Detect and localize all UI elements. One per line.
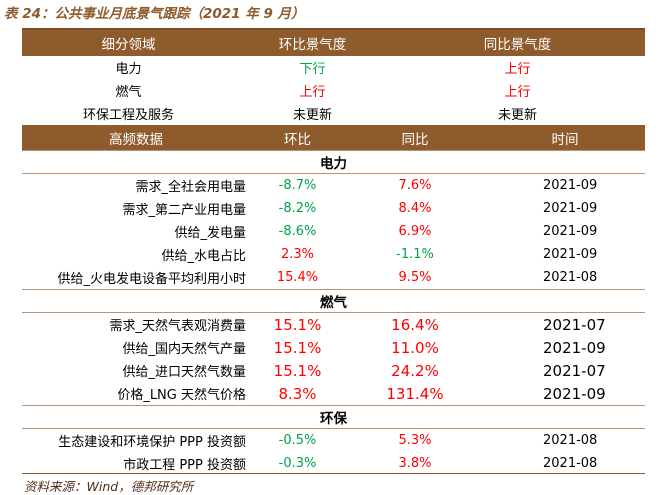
yoy-value: -1.1% <box>396 247 434 262</box>
date-value: 2021-08 <box>543 456 598 471</box>
bottom-rule <box>22 473 645 474</box>
mom-value: -0.3% <box>278 456 317 471</box>
mom-value: -8.2% <box>278 201 317 216</box>
indicator-label: 市政工程 PPP 投资额 <box>123 458 246 473</box>
indicator-label: 需求_全社会用电量 <box>135 180 246 195</box>
summary-header-sector: 细分领域 <box>22 30 235 56</box>
hf-header-date: 时间 <box>485 126 645 151</box>
section-row: 燃气 <box>22 289 645 313</box>
high-frequency-body: 高频数据 环比 同比 时间 电力需求_全社会用电量 -8.7% 7.6% 2021-0… <box>22 126 645 475</box>
mom-value: -8.6% <box>278 224 317 239</box>
indicator-label: 需求_天然气表观消费量 <box>109 319 246 334</box>
summary-yoy-trend: 未更新 <box>390 102 645 126</box>
date-value: 2021-07 <box>543 315 606 334</box>
mom-value: 2.3% <box>280 247 315 262</box>
date-value: 2021-07 <box>543 361 606 380</box>
indicator-label: 价格_LNG 天然气价格 <box>117 388 246 403</box>
summary-header-yoy: 同比景气度 <box>390 30 645 56</box>
section-title: 燃气 <box>22 289 645 313</box>
mom-value: 15.1% <box>273 361 322 380</box>
table-row: 价格_LNG 天然气价格 8.3% 131.4% 2021-09 <box>22 382 645 406</box>
mom-value: 15.1% <box>273 315 322 334</box>
mom-value: 15.4% <box>276 270 319 285</box>
summary-table: 细分领域 环比景气度 同比景气度 电力 下行 上行 燃气 上行 上行 环保工程及服务 未更新未… <box>22 30 645 126</box>
date-value: 2021-08 <box>543 433 598 448</box>
yoy-value: 16.4% <box>391 315 439 334</box>
indicator-label: 生态建设和环境保护 PPP 投资额 <box>58 435 246 450</box>
source-note: 资料来源：Wind，德邦研究所 <box>24 479 194 494</box>
summary-row: 环保工程及服务 未更新 未更新 <box>22 102 645 126</box>
summary-row: 燃气 上行 上行 <box>22 79 645 102</box>
yoy-value: 24.2% <box>391 361 439 380</box>
mom-value: 8.3% <box>278 384 317 403</box>
table-row: 供给_发电量 -8.6% 6.9% 2021-09 <box>22 220 645 243</box>
table-row: 供给_进口天然气数量 15.1% 24.2% 2021-07 <box>22 359 645 382</box>
date-value: 2021-08 <box>543 270 598 285</box>
yoy-value: 131.4% <box>386 384 444 403</box>
table-row: 生态建设和环境保护 PPP 投资额 -0.5% 5.3% 2021-08 <box>22 429 645 453</box>
yoy-value: 6.9% <box>398 224 432 239</box>
indicator-label: 供给_火电发电设备平均利用小时 <box>57 272 246 287</box>
mom-value: -8.7% <box>278 178 317 193</box>
hf-header-yoy: 同比 <box>345 126 485 151</box>
high-frequency-table: 高频数据 环比 同比 时间 电力需求_全社会用电量 -8.7% 7.6% 2021-0… <box>22 126 645 475</box>
summary-mom-trend: 下行 <box>299 62 326 77</box>
title-rule <box>22 28 645 30</box>
indicator-label: 供给_水电占比 <box>161 249 246 264</box>
table-row: 供给_水电占比 2.3% -1.1% 2021-09 <box>22 243 645 266</box>
section-title: 环保 <box>22 405 645 429</box>
date-value: 2021-09 <box>543 201 598 216</box>
yoy-value: 7.6% <box>398 178 432 193</box>
indicator-label: 供给_发电量 <box>174 226 246 241</box>
yoy-value: 9.5% <box>398 270 432 285</box>
mom-value: 15.1% <box>273 338 322 357</box>
section-row: 环保 <box>22 405 645 429</box>
table-row: 需求_全社会用电量 -8.7% 7.6% 2021-09 <box>22 174 645 198</box>
summary-header-row: 细分领域 环比景气度 同比景气度 <box>22 30 645 56</box>
summary-yoy-trend: 上行 <box>504 62 531 77</box>
date-value: 2021-09 <box>543 338 606 357</box>
mom-value: -0.5% <box>278 433 317 448</box>
yoy-value: 5.3% <box>398 433 432 448</box>
date-value: 2021-09 <box>543 247 598 262</box>
summary-yoy-trend: 上行 <box>504 85 531 100</box>
yoy-value: 11.0% <box>391 338 439 357</box>
date-value: 2021-09 <box>543 384 606 403</box>
hf-header-mom: 环比 <box>250 126 345 151</box>
table-title: 表 24：公共事业月底景气跟踪（2021 年 9 月） <box>4 6 305 22</box>
summary-row: 电力 下行 上行 <box>22 56 645 79</box>
hf-header-row: 高频数据 环比 同比 时间 <box>22 126 645 151</box>
table-row: 供给_火电发电设备平均利用小时 15.4% 9.5% 2021-08 <box>22 266 645 290</box>
indicator-label: 供给_国内天然气产量 <box>122 342 246 357</box>
date-value: 2021-09 <box>543 178 598 193</box>
section-title: 电力 <box>22 150 645 174</box>
summary-sector: 环保工程及服务 <box>22 102 235 126</box>
summary-mom-trend: 上行 <box>299 85 326 100</box>
section-row: 电力 <box>22 150 645 174</box>
summary-mom-trend: 未更新 <box>235 102 390 126</box>
table-row: 需求_第二产业用电量 -8.2% 8.4% 2021-09 <box>22 197 645 220</box>
table-row: 供给_国内天然气产量 15.1% 11.0% 2021-09 <box>22 336 645 359</box>
summary-sector: 燃气 <box>115 85 142 100</box>
date-value: 2021-09 <box>543 224 598 239</box>
yoy-value: 3.8% <box>398 456 432 471</box>
table-row: 市政工程 PPP 投资额 -0.3% 3.8% 2021-08 <box>22 452 645 475</box>
table-row: 需求_天然气表观消费量 15.1% 16.4% 2021-07 <box>22 313 645 337</box>
yoy-value: 8.4% <box>398 201 432 216</box>
summary-header-mom: 环比景气度 <box>235 30 390 56</box>
indicator-label: 供给_进口天然气数量 <box>122 365 246 380</box>
hf-header-indicator: 高频数据 <box>22 126 250 151</box>
summary-sector: 电力 <box>115 62 142 77</box>
indicator-label: 需求_第二产业用电量 <box>122 203 246 218</box>
summary-body: 细分领域 环比景气度 同比景气度 电力 下行 上行 燃气 上行 上行 环保工程及服务 未更新未… <box>22 30 645 126</box>
